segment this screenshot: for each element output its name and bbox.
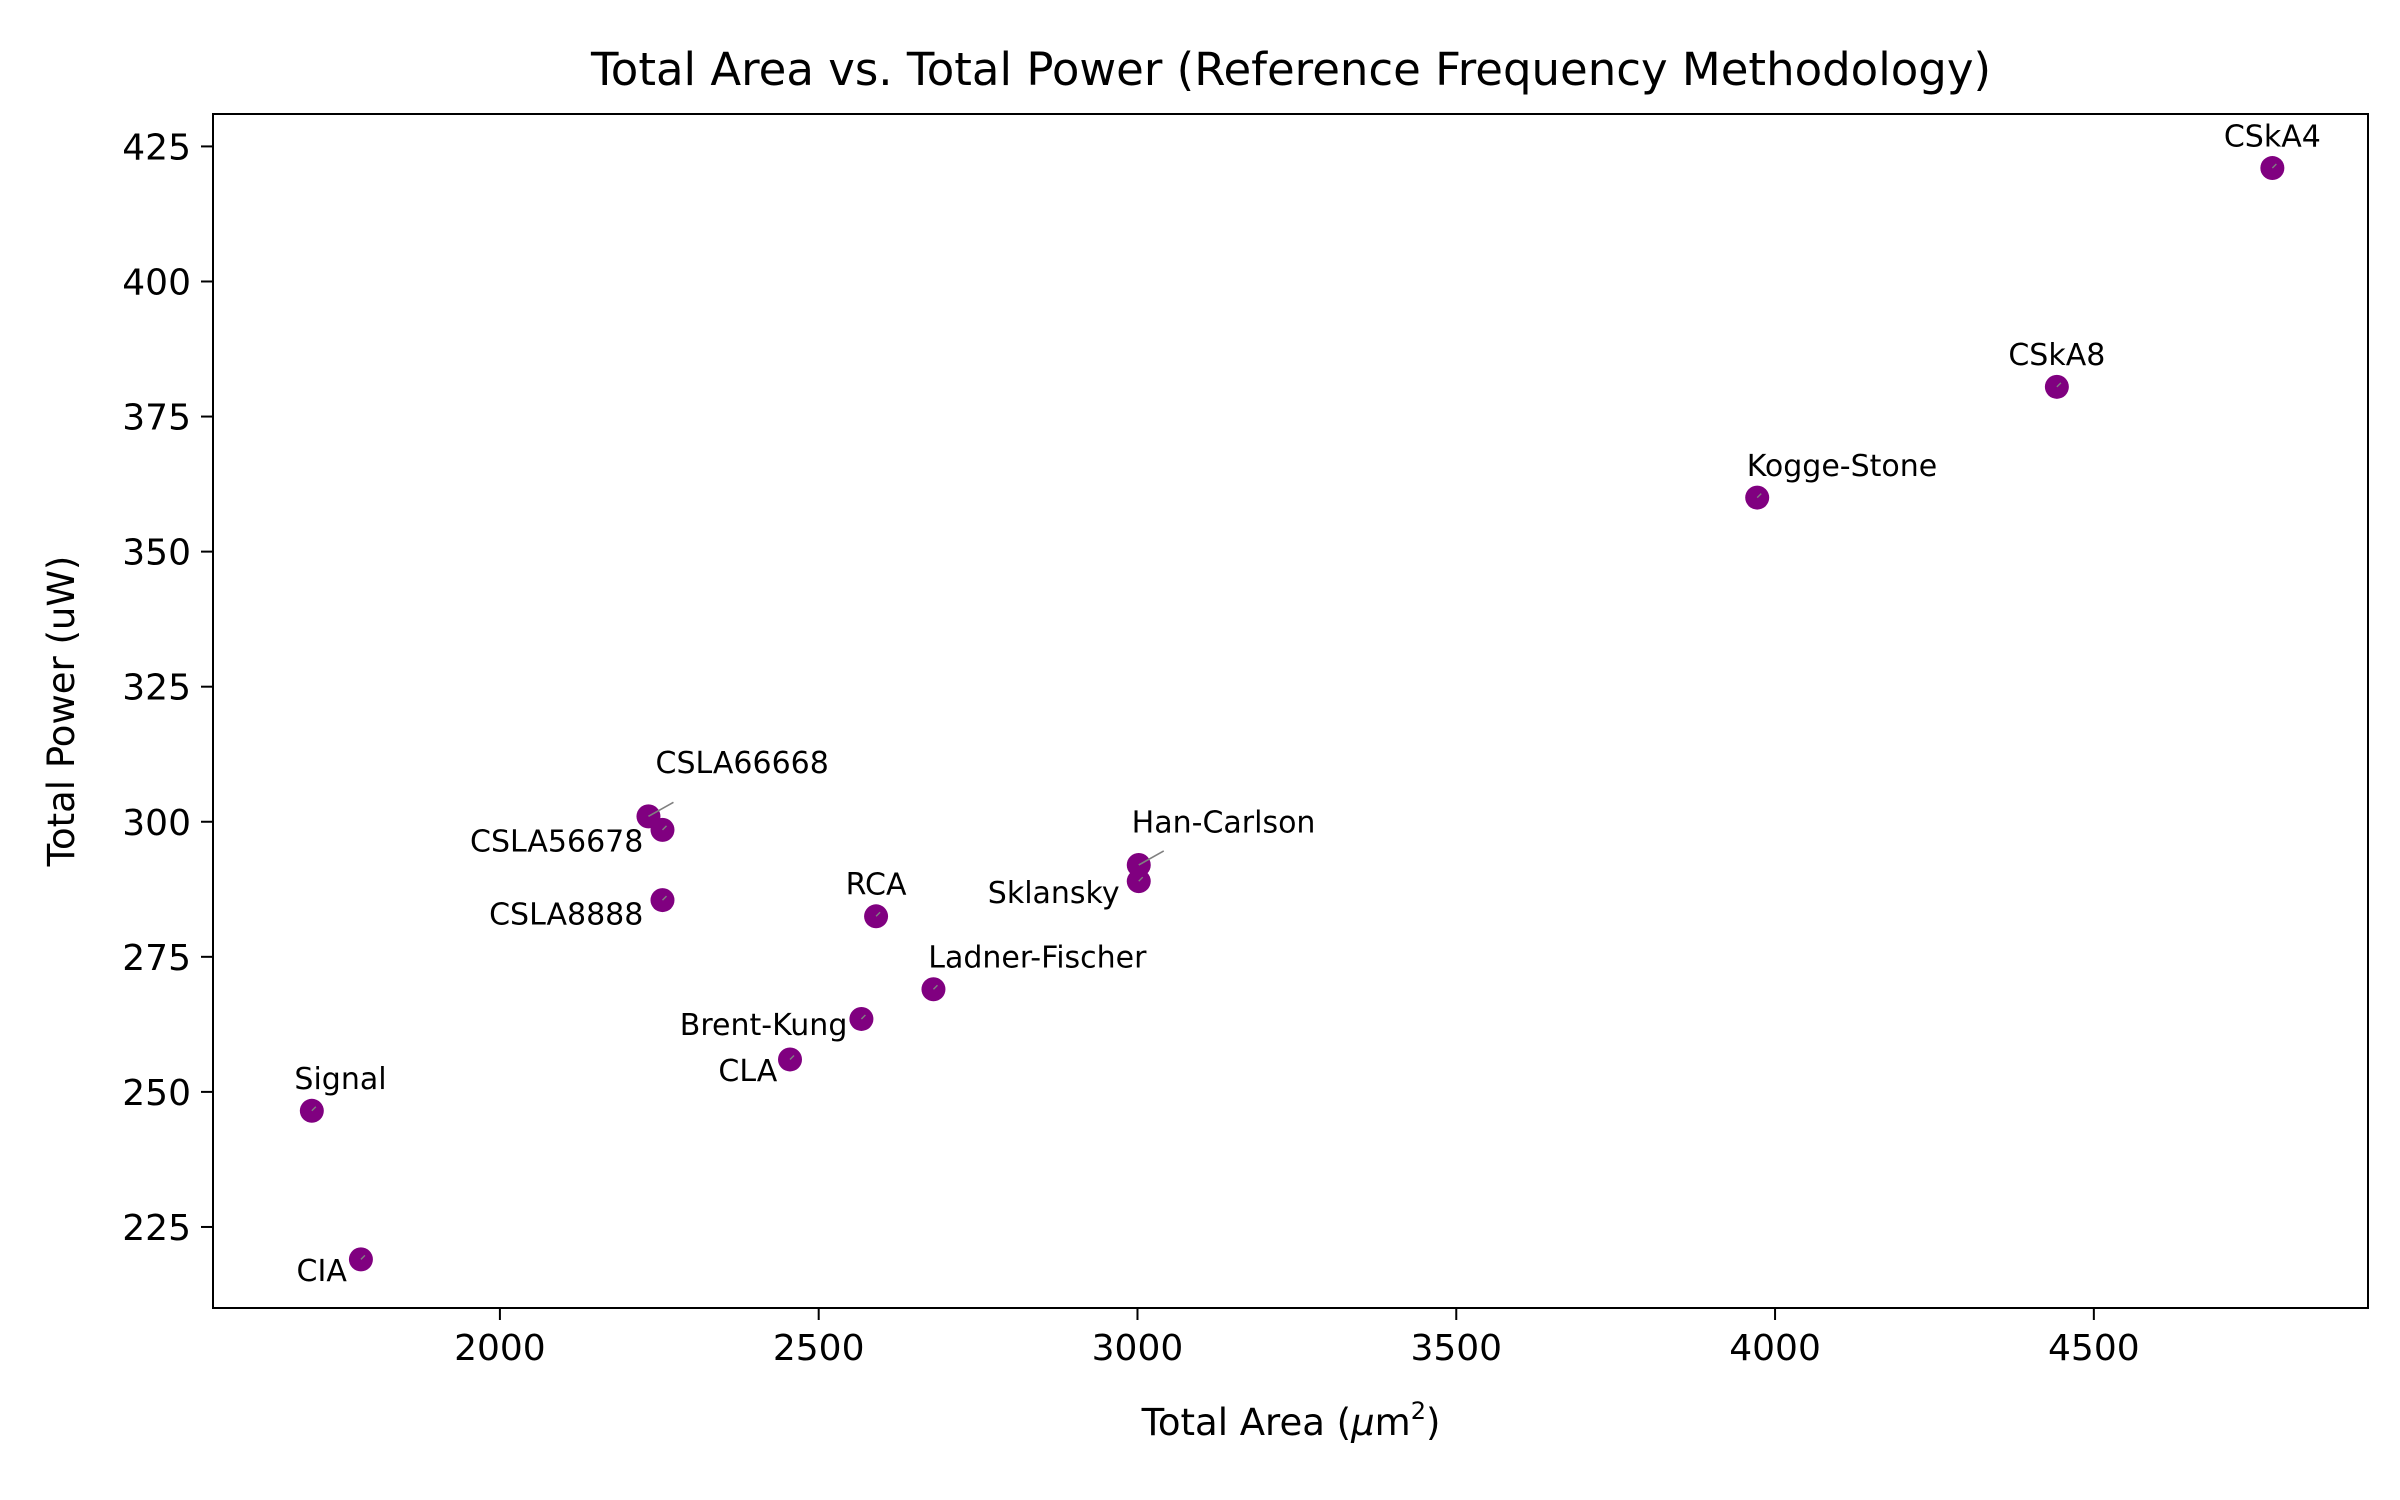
point-label: Sklansky: [988, 876, 1120, 911]
y-tick-label: 400: [122, 262, 191, 303]
point-label: Signal: [294, 1062, 386, 1097]
point-label: CLA: [718, 1054, 777, 1089]
x-tick-label: 2000: [454, 1328, 546, 1369]
y-tick-label: 300: [122, 803, 191, 844]
x-axis-label-unit: m: [1375, 1401, 1411, 1444]
point-label: CIA: [297, 1254, 348, 1289]
leader-line: [789, 1054, 795, 1060]
y-tick-label: 425: [122, 127, 191, 168]
leader-line: [1756, 493, 1762, 499]
chart-title: Total Area vs. Total Power (Reference Fr…: [590, 43, 1991, 96]
leader-line: [2056, 382, 2062, 388]
leader-line: [311, 1106, 317, 1112]
y-tick-label: 250: [122, 1073, 191, 1114]
leader-line: [932, 984, 938, 990]
leader-line: [661, 895, 667, 901]
x-axis-ticks: 2000 2500 3000 3500 4000 4500: [454, 1308, 2140, 1369]
point-label: CSLA8888: [489, 897, 643, 932]
y-tick-label: 225: [122, 1208, 191, 1249]
y-axis-ticks: 225 250 275 300 325 350 375 400 425: [122, 127, 213, 1249]
leader-line: [860, 1014, 866, 1020]
x-tick-label: 3000: [1092, 1328, 1184, 1369]
x-axis-label-suffix: ): [1426, 1401, 1440, 1444]
point-label: Brent-Kung: [680, 1008, 848, 1043]
leader-line: [648, 801, 674, 818]
point-label: RCA: [846, 868, 907, 903]
point-label: CSLA56678: [470, 824, 643, 859]
point-label: CSkA4: [2224, 119, 2321, 154]
point-labels-layer: CSkA4 CSkA8 Kogge-Stone CSLA66668 CSLA56678 C…: [294, 119, 2320, 1289]
point-label: CSkA8: [2008, 338, 2105, 373]
x-tick-label: 3500: [1410, 1328, 1502, 1369]
x-axis-label: Total Area (μm2): [1141, 1397, 1441, 1444]
data-point: [849, 1006, 874, 1031]
leader-line: [1138, 876, 1144, 882]
plot-frame: [212, 113, 2369, 1309]
x-tick-label: 2500: [773, 1328, 865, 1369]
leader-line: [2271, 163, 2277, 169]
y-tick-label: 375: [122, 398, 191, 439]
x-axis-label-mu: μ: [1350, 1401, 1375, 1444]
point-label: Han-Carlson: [1132, 806, 1316, 841]
leader-line: [360, 1254, 366, 1260]
x-axis-label-superscript: 2: [1411, 1397, 1426, 1425]
y-tick-label: 275: [122, 938, 191, 979]
point-label: CSLA66668: [656, 746, 829, 781]
y-axis-label: Total Power (uW): [40, 556, 83, 868]
point-label: Kogge-Stone: [1747, 449, 1938, 484]
point-label: Ladner-Fischer: [928, 941, 1147, 976]
leader-line: [875, 911, 881, 917]
y-tick-label: 350: [122, 533, 191, 574]
x-tick-label: 4500: [2048, 1328, 2140, 1369]
leader-line: [1138, 850, 1165, 866]
x-tick-label: 4000: [1729, 1328, 1821, 1369]
y-tick-label: 325: [122, 668, 191, 709]
leader-line: [661, 825, 667, 831]
x-axis-label-prefix: Total Area (: [1141, 1401, 1352, 1444]
